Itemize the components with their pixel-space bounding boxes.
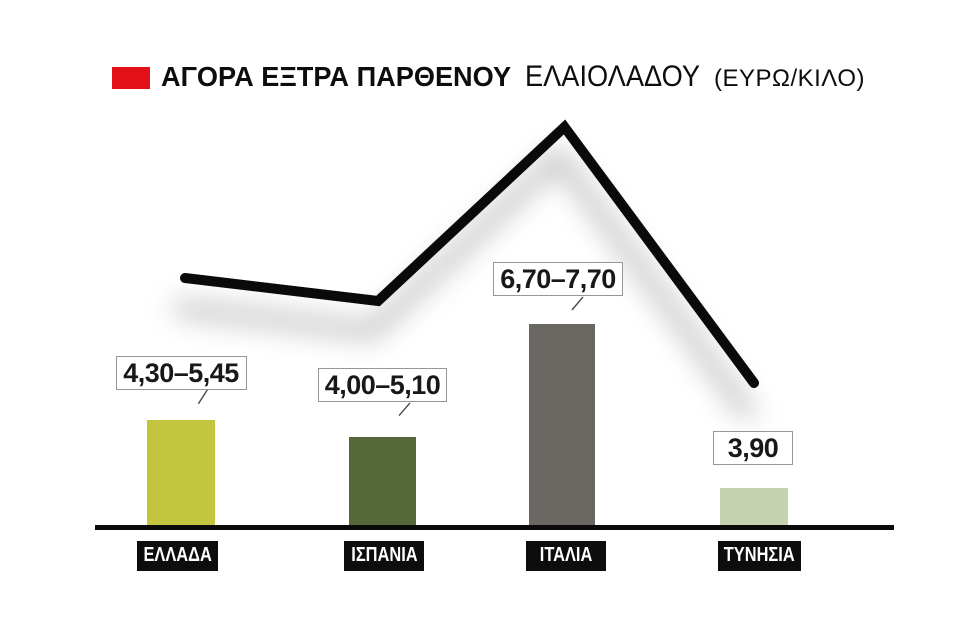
chart-title-light: ΕΛΑΙΟΛΑΔΟΥ	[525, 60, 701, 93]
title-red-marker	[112, 67, 150, 89]
leader-line-ελλαδα	[197, 389, 208, 405]
value-label-τυνησια: 3,90	[713, 431, 793, 465]
bar-ισπανια	[348, 437, 416, 527]
category-label-text: ΙΣΠΑΝΙΑ	[350, 544, 418, 567]
chart-title-bold: ΑΓΟΡΑ ΕΞΤΡΑ ΠΑΡΘΕΝΟΥ	[161, 61, 512, 93]
leader-line-ισπανια	[398, 402, 411, 417]
trend-line	[180, 119, 759, 388]
category-label-text: ΙΤΑΛΙΑ	[539, 544, 593, 567]
value-label-ιταλια: 6,70–7,70	[493, 262, 623, 296]
category-label-text: ΕΛΛΑΔΑ	[143, 544, 212, 567]
value-label-ελλαδα: 4,30–5,45	[115, 356, 247, 390]
category-label-text: ΤΥΝΗΣΙΑ	[724, 544, 795, 567]
category-label-ισπανια: ΙΣΠΑΝΙΑ	[343, 541, 425, 571]
category-label-ελλαδα: ΕΛΛΑΔΑ	[137, 541, 219, 571]
bar-τυνησια	[720, 488, 788, 527]
leader-line-ιταλια	[571, 296, 584, 311]
x-axis-baseline	[95, 525, 894, 531]
category-label-τυνησια: ΤΥΝΗΣΙΑ	[718, 541, 801, 571]
bar-ιταλια	[528, 324, 595, 527]
bar-ελλαδα	[147, 419, 215, 527]
value-label-ισπανια: 4,00–5,10	[318, 368, 447, 402]
chart-title-unit: (ΕΥΡΩ/ΚΙΛΟ)	[714, 64, 865, 92]
category-label-ιταλια: ΙΤΑΛΙΑ	[525, 541, 607, 571]
